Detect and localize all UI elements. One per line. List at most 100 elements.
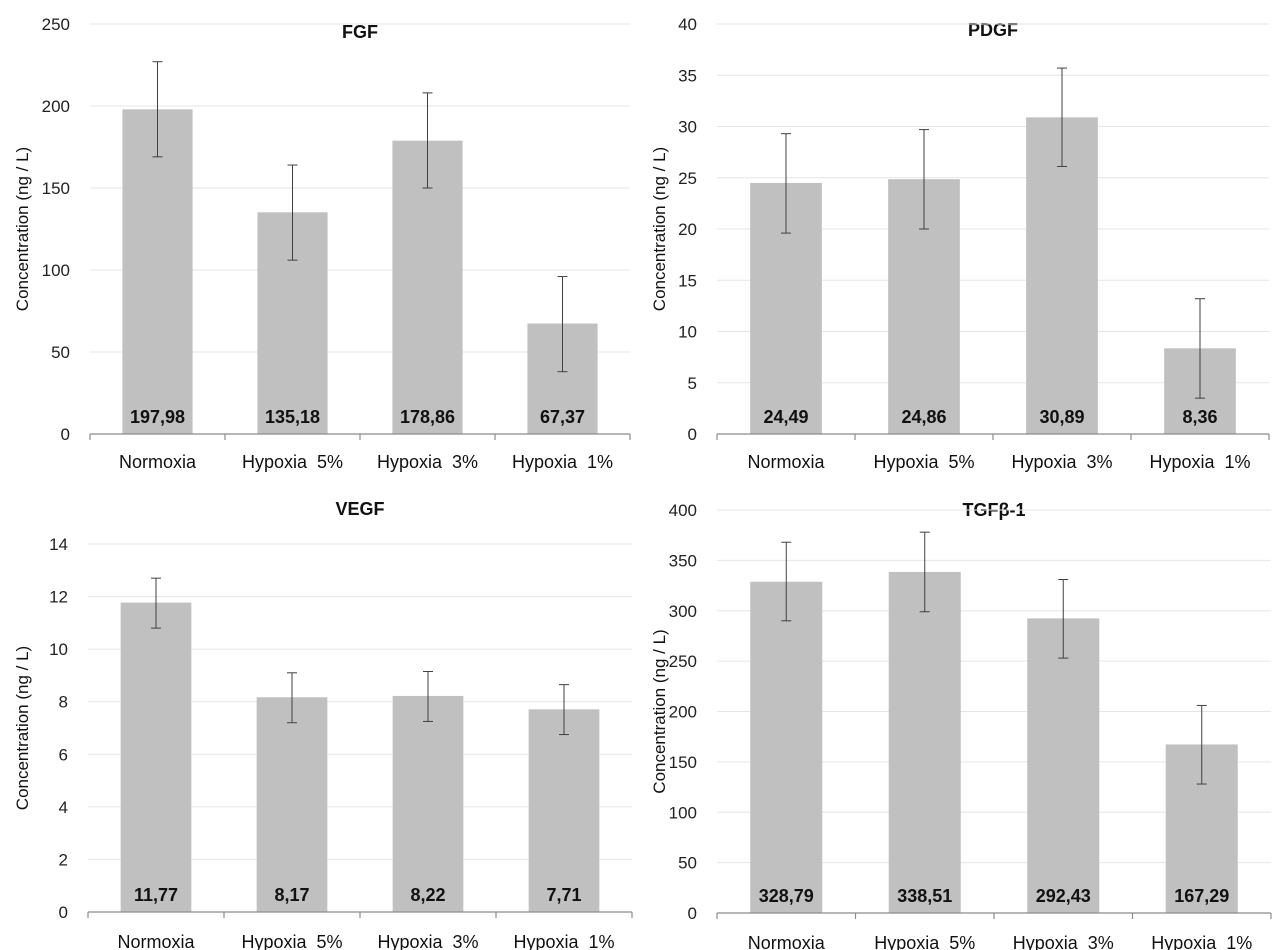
chart-title: PDGF bbox=[968, 20, 1018, 40]
chart-title: VEGF bbox=[335, 499, 384, 519]
bar bbox=[256, 697, 328, 912]
data-label: 30,89 bbox=[1039, 407, 1084, 427]
x-tick-label: Hypoxia 1% bbox=[512, 452, 613, 472]
y-tick-label: 5 bbox=[688, 374, 697, 393]
y-tick-label: 50 bbox=[678, 854, 697, 873]
y-axis-label: Concentration (ng / L) bbox=[650, 629, 669, 793]
chart-title: FGF bbox=[342, 22, 378, 42]
data-label: 8,36 bbox=[1182, 407, 1217, 427]
y-tick-label: 10 bbox=[678, 323, 697, 342]
y-axis-label: Concentration (ng / L) bbox=[13, 646, 32, 810]
y-tick-label: 20 bbox=[678, 220, 697, 239]
axes bbox=[716, 433, 1270, 440]
x-tick-label: Hypoxia 5% bbox=[241, 932, 342, 950]
axes bbox=[716, 912, 1272, 919]
data-label: 24,86 bbox=[901, 407, 946, 427]
error-bars bbox=[781, 531, 1207, 785]
labels: 0 2 4 6 8 10 12 14 11,77 Normoxia 8,17 Hypoxia 5% 8,… bbox=[49, 535, 614, 950]
x-tick-label: Hypoxia 3% bbox=[377, 932, 478, 950]
x-tick-label: Hypoxia 5% bbox=[874, 933, 975, 950]
data-label: 24,49 bbox=[763, 407, 808, 427]
x-tick-label: Normoxia bbox=[748, 933, 826, 950]
error-bars bbox=[151, 577, 569, 736]
axes bbox=[87, 911, 633, 918]
data-label: 135,18 bbox=[265, 407, 320, 427]
x-tick-label: Hypoxia 3% bbox=[377, 452, 478, 472]
bar bbox=[528, 709, 600, 912]
bars bbox=[122, 109, 598, 434]
y-tick-label: 200 bbox=[669, 703, 697, 722]
y-tick-label: 25 bbox=[678, 169, 697, 188]
chart-pdgf: PDGF Concentration (ng / L) 0 5 10 15 20 25 30… bbox=[637, 0, 1274, 475]
data-label: 67,37 bbox=[540, 407, 585, 427]
y-tick-label: 0 bbox=[61, 425, 70, 444]
y-tick-label: 30 bbox=[678, 118, 697, 137]
y-tick-label: 14 bbox=[49, 535, 68, 554]
y-tick-label: 300 bbox=[669, 602, 697, 621]
chart-fgf: FGF Concentration (ng / L) 0 50 100 150 200 2… bbox=[0, 0, 637, 475]
y-tick-label: 40 bbox=[678, 15, 697, 34]
data-label: 292,43 bbox=[1036, 886, 1091, 906]
y-tick-label: 200 bbox=[42, 97, 70, 116]
labels: 0 5 10 15 20 25 30 35 40 24,49 Normoxia 24,86 Hypoxi… bbox=[678, 15, 1250, 472]
x-tick-label: Normoxia bbox=[747, 452, 825, 472]
axes bbox=[89, 433, 631, 440]
data-label: 328,79 bbox=[759, 886, 814, 906]
y-tick-label: 0 bbox=[688, 425, 697, 444]
y-tick-label: 250 bbox=[669, 652, 697, 671]
y-tick-label: 2 bbox=[59, 850, 68, 869]
bar bbox=[392, 140, 463, 434]
y-tick-label: 15 bbox=[678, 271, 697, 290]
y-axis-label: Concentration (ng / L) bbox=[650, 147, 669, 311]
data-label: 8,22 bbox=[410, 885, 445, 905]
y-tick-label: 100 bbox=[42, 261, 70, 280]
y-tick-label: 0 bbox=[59, 903, 68, 922]
y-tick-label: 35 bbox=[678, 66, 697, 85]
y-tick-label: 150 bbox=[669, 753, 697, 772]
chart-pdgf-svg: PDGF Concentration (ng / L) 0 5 10 15 20 25 30… bbox=[650, 15, 1270, 472]
bar bbox=[1027, 618, 1100, 913]
bars bbox=[750, 571, 1238, 913]
bar bbox=[888, 571, 961, 913]
labels: 0 50 100 150 200 250 300 350 400 328,79 Normoxia 33… bbox=[669, 501, 1253, 950]
labels: 0 50 100 150 200 250 197,98 Normoxia 135,18 Hypox… bbox=[42, 15, 613, 472]
bar bbox=[122, 109, 193, 434]
x-tick-label: Normoxia bbox=[119, 452, 197, 472]
chart-tgfb1: TGFβ-1 Concentration (ng / L) 0 50 100 150 2… bbox=[637, 475, 1274, 950]
x-tick-label: Hypoxia 1% bbox=[1151, 933, 1252, 950]
y-tick-label: 350 bbox=[669, 551, 697, 570]
data-label: 197,98 bbox=[130, 407, 185, 427]
x-tick-label: Hypoxia 3% bbox=[1011, 452, 1112, 472]
bars bbox=[750, 117, 1236, 434]
data-label: 11,77 bbox=[134, 885, 178, 905]
data-label: 338,51 bbox=[897, 886, 952, 906]
y-tick-label: 250 bbox=[42, 15, 70, 34]
bars bbox=[120, 602, 600, 912]
chart-vegf: VEGF Concentration (ng / L) 0 2 4 6 8 10 12 14 1… bbox=[0, 475, 637, 950]
error-bars bbox=[152, 61, 568, 373]
y-tick-label: 10 bbox=[49, 640, 68, 659]
chart-tgfb1-svg: TGFβ-1 Concentration (ng / L) 0501001502… bbox=[650, 500, 1272, 950]
y-tick-label: 12 bbox=[49, 588, 68, 607]
y-tick-label: 8 bbox=[59, 693, 68, 712]
x-tick-label: Hypoxia 5% bbox=[873, 452, 974, 472]
x-tick-label: Hypoxia 1% bbox=[513, 932, 614, 950]
chart-vegf-svg: VEGF Concentration (ng / L) 0 2 4 6 8 10 12 14 1… bbox=[13, 499, 633, 950]
data-label: 167,29 bbox=[1174, 886, 1229, 906]
y-tick-label: 150 bbox=[42, 179, 70, 198]
chart-fgf-svg: FGF Concentration (ng / L) 0 50 100 150 200 2… bbox=[13, 15, 631, 472]
y-tick-label: 100 bbox=[669, 803, 697, 822]
error-bars bbox=[781, 67, 1205, 399]
bar bbox=[750, 581, 823, 913]
y-tick-label: 50 bbox=[51, 343, 70, 362]
data-label: 8,17 bbox=[274, 885, 309, 905]
data-label: 178,86 bbox=[400, 407, 455, 427]
y-tick-label: 400 bbox=[669, 501, 697, 520]
x-tick-label: Hypoxia 1% bbox=[1149, 452, 1250, 472]
y-tick-label: 6 bbox=[59, 745, 68, 764]
bar bbox=[392, 695, 464, 912]
data-label: 7,71 bbox=[546, 885, 581, 905]
y-tick-label: 4 bbox=[59, 798, 68, 817]
x-tick-label: Hypoxia 5% bbox=[242, 452, 343, 472]
y-axis-label: Concentration (ng / L) bbox=[13, 147, 32, 311]
